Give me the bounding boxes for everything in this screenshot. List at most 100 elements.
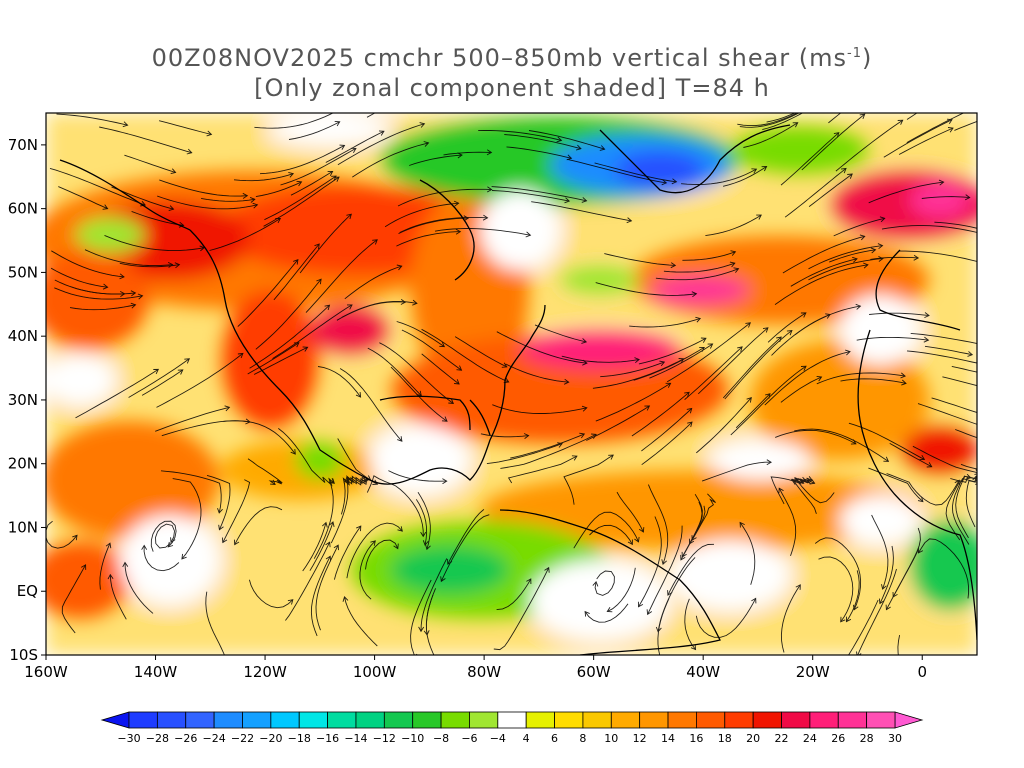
streamline <box>492 404 587 414</box>
streamline <box>808 173 853 207</box>
streamline-arrowhead <box>954 479 960 486</box>
streamline-arrowhead <box>739 521 745 528</box>
colorbar-cell <box>185 711 215 729</box>
streamline <box>833 217 885 237</box>
streamline-arrowhead <box>130 302 137 309</box>
streamline <box>310 556 331 637</box>
streamline <box>595 282 697 296</box>
streamline-arrowhead <box>684 391 690 398</box>
streamline <box>697 327 769 395</box>
streamline <box>397 188 492 207</box>
streamline-arrowhead <box>985 362 990 367</box>
lon-label: 60W <box>577 663 611 681</box>
colorbar-cell <box>355 711 385 729</box>
streamline <box>886 473 960 506</box>
streamline-arrowhead <box>177 369 184 375</box>
streamline <box>346 522 403 579</box>
chart-title-line2: [Only zonal component shaded] T=84 h <box>254 74 770 102</box>
streamline-arrowhead <box>855 303 862 310</box>
streamline <box>337 123 425 166</box>
streamline-arrowhead <box>242 192 249 199</box>
streamline-arrowhead <box>122 121 129 128</box>
streamline <box>504 134 582 150</box>
streamline-arrowhead <box>686 407 693 414</box>
streamline <box>61 564 86 634</box>
colorbar-cell <box>781 711 811 729</box>
streamline-arrowhead <box>582 359 588 366</box>
streamline <box>735 393 771 429</box>
streamline <box>205 591 225 655</box>
streamline <box>722 166 767 187</box>
streamline-arrowhead <box>119 273 125 280</box>
streamline-arrowhead <box>634 536 640 543</box>
streamline-arrowhead <box>302 346 309 352</box>
streamline-arrowhead <box>440 576 446 583</box>
streamline <box>917 403 977 425</box>
lon-label: 140W <box>134 663 178 681</box>
streamline-arrowhead <box>845 349 851 356</box>
streamline-arrowhead <box>288 171 295 178</box>
colorbar-label: 24 <box>803 732 817 745</box>
streamline <box>638 516 662 608</box>
streamline-arrowhead <box>486 149 493 156</box>
streamline <box>119 262 180 268</box>
streamline-arrowhead <box>140 200 147 207</box>
shade-region <box>615 152 705 188</box>
shade-region <box>900 425 977 475</box>
streamline-arrowhead <box>814 102 819 107</box>
streamline-arrowhead <box>977 104 982 109</box>
shade-region <box>295 440 345 480</box>
streamline-arrowhead <box>766 459 772 466</box>
streamline-arrowhead <box>556 136 563 143</box>
streamline <box>253 346 308 375</box>
streamline-arrowhead <box>646 609 653 616</box>
streamline-arrowhead <box>566 154 573 161</box>
streamline-arrowhead <box>665 382 672 388</box>
colorbar-label: 22 <box>775 732 789 745</box>
streamline <box>695 598 757 638</box>
streamline <box>594 570 615 596</box>
streamline <box>912 445 977 474</box>
streamline-arrowhead <box>967 351 974 357</box>
streamline-arrowhead <box>523 433 530 439</box>
streamline <box>434 228 531 236</box>
streamline <box>910 332 977 344</box>
streamline-arrowhead <box>939 698 944 703</box>
shade-region <box>46 540 130 620</box>
streamline-arrowhead <box>581 197 588 203</box>
streamline <box>934 221 977 229</box>
streamline <box>848 599 879 655</box>
shade-region <box>370 425 470 495</box>
streamline-arrowhead <box>170 168 177 175</box>
coastline-alaska <box>59 159 191 231</box>
streamline-arrowhead <box>393 543 399 550</box>
streamline <box>285 541 331 621</box>
streamline <box>730 365 807 436</box>
streamline <box>365 539 399 570</box>
streamline-arrowhead <box>733 267 740 273</box>
lat-label: 60N <box>8 200 38 218</box>
lat-label: 20N <box>8 455 38 473</box>
colorbar-cell <box>724 711 754 729</box>
colorbar-cell <box>440 711 470 729</box>
colorbar-cell <box>696 711 726 729</box>
colorbar-cell <box>525 711 555 729</box>
streamline <box>255 278 322 350</box>
streamline-arrowhead <box>579 432 586 439</box>
streamline-arrowhead <box>557 442 563 448</box>
streamline-arrowhead <box>346 213 352 220</box>
colorbar-left-arrow <box>100 711 130 729</box>
streamline <box>496 578 532 611</box>
streamline <box>931 397 977 413</box>
streamline <box>478 130 562 141</box>
streamline <box>201 197 255 202</box>
streamline-arrowhead <box>680 554 686 561</box>
streamline-arrowhead <box>878 255 884 262</box>
streamline <box>737 113 799 127</box>
streamline <box>840 378 907 384</box>
lat-label: 50N <box>8 263 38 281</box>
shade-region <box>120 515 220 605</box>
streamline <box>254 113 334 129</box>
colorbar-label: −30 <box>117 732 140 745</box>
colorbar-cell <box>327 711 357 729</box>
